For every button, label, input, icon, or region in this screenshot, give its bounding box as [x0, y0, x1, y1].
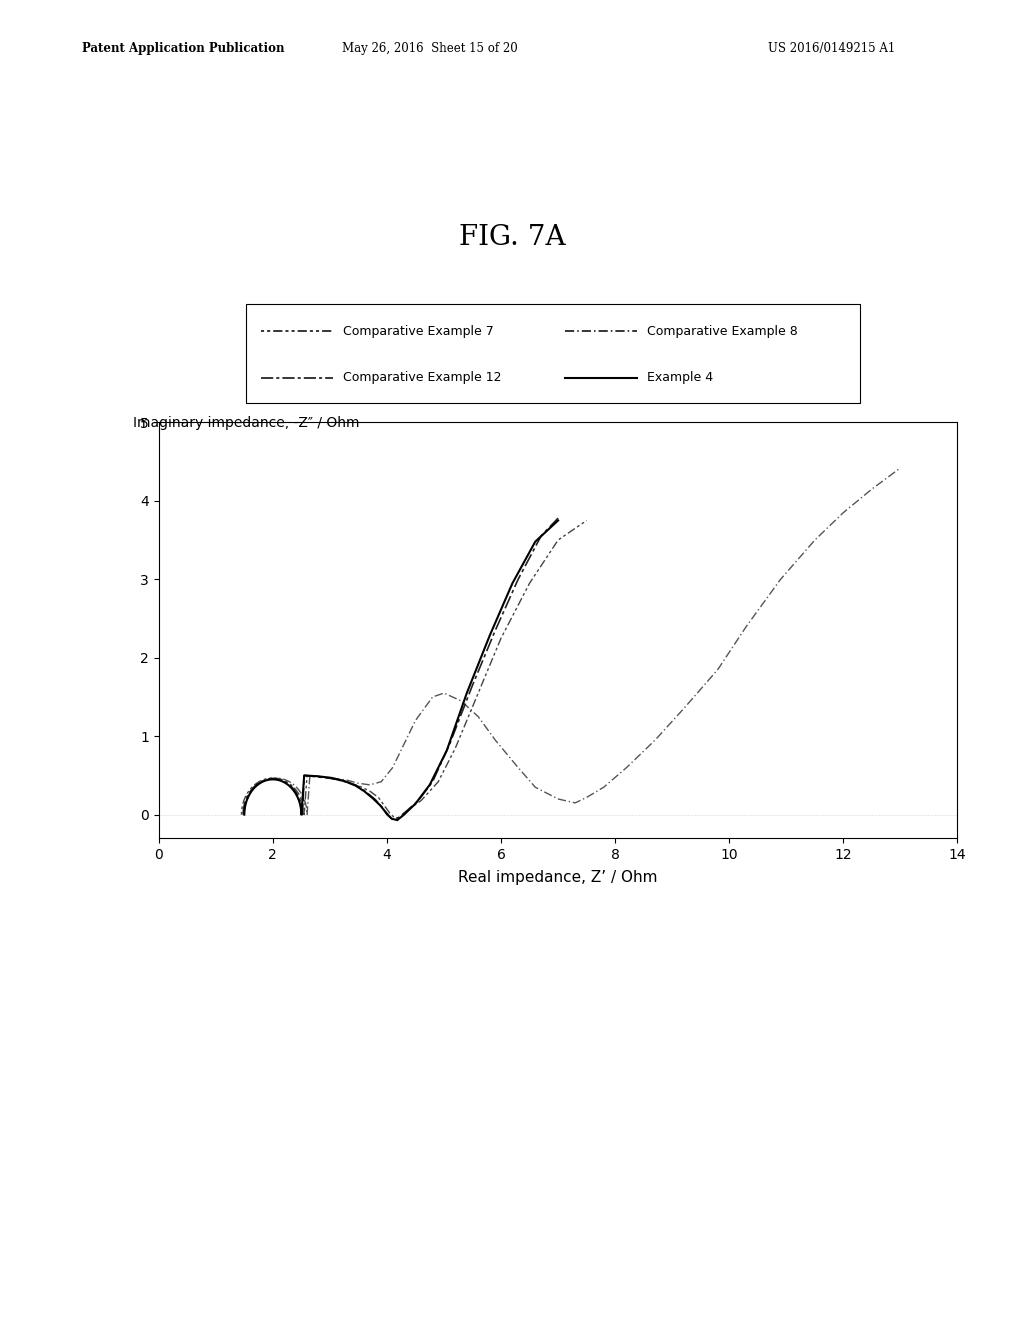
Text: May 26, 2016  Sheet 15 of 20: May 26, 2016 Sheet 15 of 20 — [342, 42, 518, 55]
Text: Patent Application Publication: Patent Application Publication — [82, 42, 285, 55]
Text: Comparative Example 12: Comparative Example 12 — [343, 371, 502, 384]
Text: US 2016/0149215 A1: US 2016/0149215 A1 — [768, 42, 895, 55]
Text: Comparative Example 7: Comparative Example 7 — [343, 325, 494, 338]
X-axis label: Real impedance, Z’ / Ohm: Real impedance, Z’ / Ohm — [459, 870, 657, 886]
Text: FIG. 7A: FIG. 7A — [459, 224, 565, 251]
Text: Imaginary impedance, -Z″ / Ohm: Imaginary impedance, -Z″ / Ohm — [133, 416, 359, 430]
Text: Comparative Example 8: Comparative Example 8 — [647, 325, 798, 338]
Text: Example 4: Example 4 — [647, 371, 714, 384]
